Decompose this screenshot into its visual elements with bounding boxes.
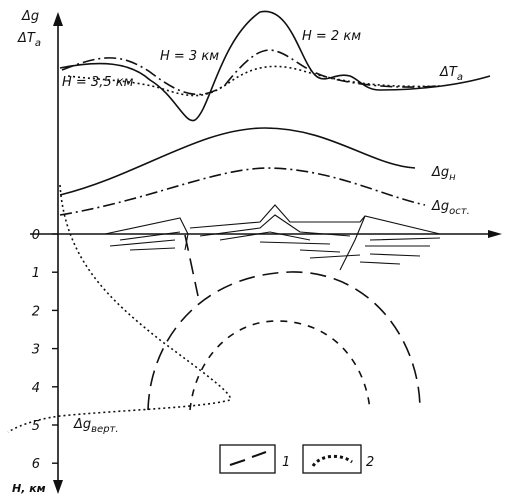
- legend-box: [303, 445, 361, 473]
- body-2: [190, 321, 370, 410]
- curve-dg-vert: [8, 185, 230, 432]
- axis-arrow: [53, 480, 63, 494]
- curve-dg-ost: [60, 168, 425, 215]
- curve-label: ΔTa: [439, 65, 463, 83]
- axis-label: ΔT: [17, 31, 36, 46]
- depth-ticks: 0 1 2 3 4 5 6: [32, 228, 58, 472]
- axis-label-sub: a: [35, 38, 41, 49]
- tick-label: 5: [32, 419, 40, 434]
- axis-label: Δg: [21, 9, 39, 24]
- curve-label: ΔT: [439, 65, 458, 80]
- depth-label: H, км: [12, 482, 46, 495]
- legend-sample: [230, 452, 266, 465]
- tick-label: 1: [32, 266, 40, 281]
- curve-label-sub: ост.: [449, 206, 470, 217]
- curve-label: Δg: [431, 199, 449, 214]
- tick-label: 3: [32, 343, 40, 358]
- curve-label-sub: верт.: [91, 424, 118, 435]
- legend-label: 2: [366, 455, 374, 470]
- curve-label-sub: a: [457, 72, 463, 83]
- tick-label: 2: [32, 304, 40, 319]
- section: [105, 205, 440, 270]
- curve-label: H = 3 км: [160, 49, 219, 64]
- tick-label: 4: [32, 381, 40, 396]
- curve-label: Δg: [73, 417, 91, 432]
- curve-label: Δgост.: [431, 199, 470, 217]
- legend-sample: [313, 456, 352, 466]
- axis-arrow: [488, 230, 502, 238]
- figure: 1 2 Δg ΔTa H, км H = 2 км H = 3 км H = 3…: [0, 0, 512, 497]
- curve-label: H = 2 км: [302, 29, 361, 44]
- tick-label: 0: [32, 228, 40, 243]
- curve-label-sub: н: [449, 172, 456, 183]
- body-1: [148, 272, 420, 410]
- legend-box: [220, 445, 275, 473]
- legend-label: 1: [282, 455, 290, 470]
- dashed-line: [185, 235, 198, 296]
- curve-label: Δg: [431, 165, 449, 180]
- curve-label: Δgн: [431, 165, 456, 183]
- axis-label: ΔTa: [17, 31, 41, 49]
- curve-label: Δgверт.: [73, 417, 119, 435]
- tick-label: 6: [32, 457, 40, 472]
- curve-label: H = 3,5 км: [62, 75, 134, 90]
- axis-arrow: [53, 12, 63, 26]
